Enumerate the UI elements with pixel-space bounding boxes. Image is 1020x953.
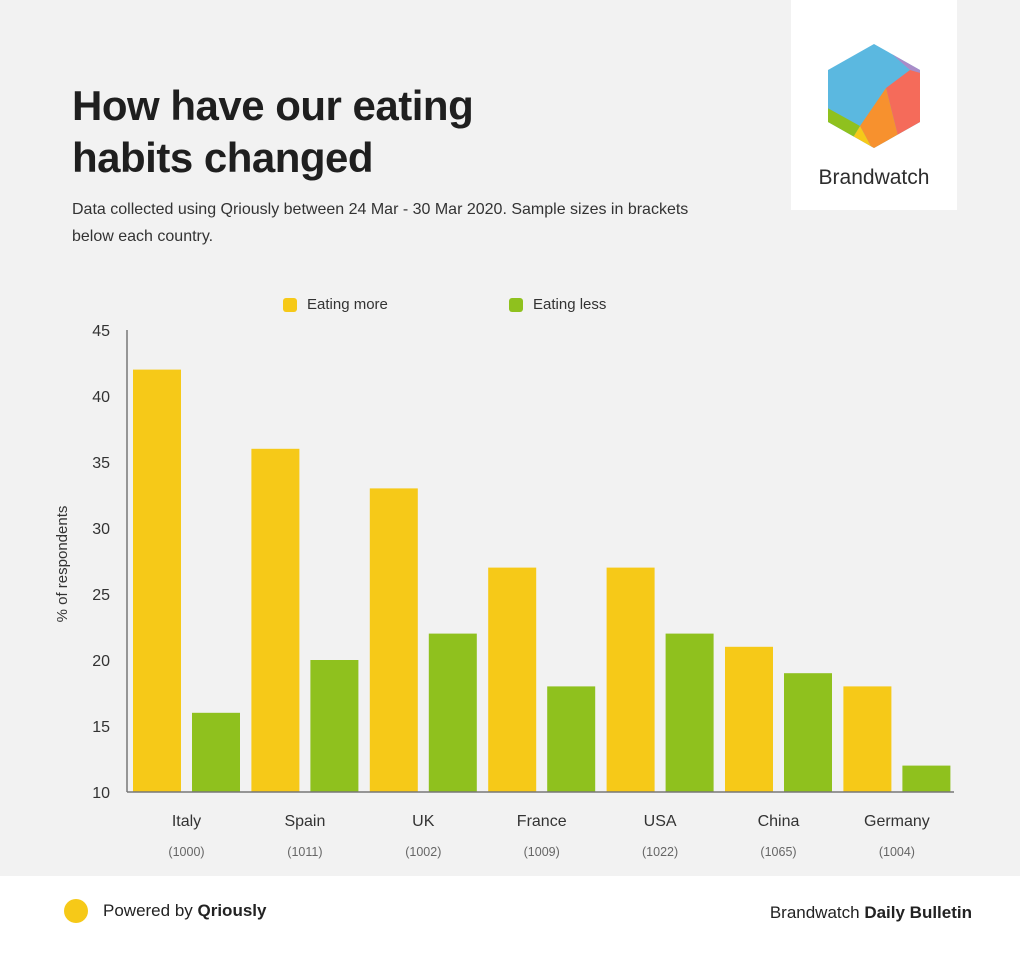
title-line-2: habits changed	[72, 134, 374, 181]
bar-eating-less-germany	[902, 765, 951, 792]
daily-bulletin-bold: Daily Bulletin	[864, 903, 972, 922]
legend-label-eating-less: Eating less	[533, 296, 607, 313]
bar-eating-more-usa	[606, 567, 655, 792]
powered-by-text: Powered by Qriously	[103, 901, 266, 921]
y-tick-label: 35	[92, 455, 110, 472]
page-title: How have our eating habits changed	[72, 80, 592, 184]
x-tick-label: France	[517, 813, 567, 830]
y-tick-label: 15	[92, 719, 110, 736]
bar-eating-less-france	[547, 686, 596, 792]
bar-eating-less-usa	[665, 633, 714, 792]
legend-swatch-eating-less	[509, 297, 523, 312]
y-tick-label: 40	[92, 389, 110, 406]
x-tick-label: UK	[412, 813, 435, 830]
x-tick-label: Italy	[172, 813, 201, 830]
footer: Powered by Qriously Brandwatch Daily Bul…	[0, 876, 1020, 953]
bar-eating-more-france	[488, 567, 537, 792]
x-tick-label: USA	[644, 813, 677, 830]
y-axis-label: % of respondents	[54, 506, 71, 623]
brandwatch-hexagon-icon	[828, 44, 920, 148]
title-line-1: How have our eating	[72, 82, 474, 129]
bar-eating-less-spain	[310, 660, 359, 792]
brandwatch-logo-text: Brandwatch	[818, 166, 930, 189]
bar-chart: Italy (1000) Spain (1011) UK (1002) France (100…	[54, 323, 954, 859]
y-tick-label: 10	[92, 785, 110, 802]
legend-swatch-eating-more	[283, 297, 297, 312]
bar-eating-more-uk	[369, 488, 418, 792]
sample-size-label: (1022)	[642, 845, 678, 859]
sample-size-label: (1004)	[879, 845, 915, 859]
y-tick-label: 25	[92, 587, 110, 604]
page-subtitle: Data collected using Qriously between 24…	[72, 201, 689, 245]
x-tick-label: China	[758, 813, 800, 830]
brandwatch-logo-card: Brandwatch	[791, 0, 957, 210]
legend-item-eating-less: Eating less	[509, 296, 606, 313]
bar-eating-more-italy	[133, 369, 181, 792]
bar-eating-less-uk	[428, 633, 477, 792]
powered-by-prefix: Powered by	[103, 901, 198, 920]
y-tick-label: 45	[92, 323, 110, 340]
x-tick-label: Spain	[284, 813, 325, 830]
bar-eating-more-germany	[843, 686, 892, 792]
legend-item-eating-more: Eating more	[283, 296, 388, 313]
bar-eating-more-spain	[251, 448, 300, 792]
sample-size-label: (1009)	[524, 845, 560, 859]
legend-label-eating-more: Eating more	[307, 296, 388, 313]
x-tick-label: Germany	[864, 813, 930, 830]
sample-size-label: (1002)	[405, 845, 441, 859]
y-tick-label: 20	[92, 653, 110, 670]
y-tick-label: 30	[92, 521, 110, 538]
bar-eating-less-china	[784, 673, 832, 792]
bar-eating-less-italy	[192, 712, 240, 792]
sample-size-label: (1011)	[287, 845, 322, 859]
daily-bulletin-text: Brandwatch Daily Bulletin	[770, 903, 972, 923]
powered-by-brand: Qriously	[197, 901, 267, 920]
daily-bulletin-prefix: Brandwatch	[769, 903, 865, 922]
bar-eating-more-china	[725, 646, 773, 792]
sample-size-label: (1000)	[168, 845, 204, 859]
sample-size-label: (1065)	[760, 845, 796, 859]
qriously-dot-icon	[64, 899, 88, 923]
